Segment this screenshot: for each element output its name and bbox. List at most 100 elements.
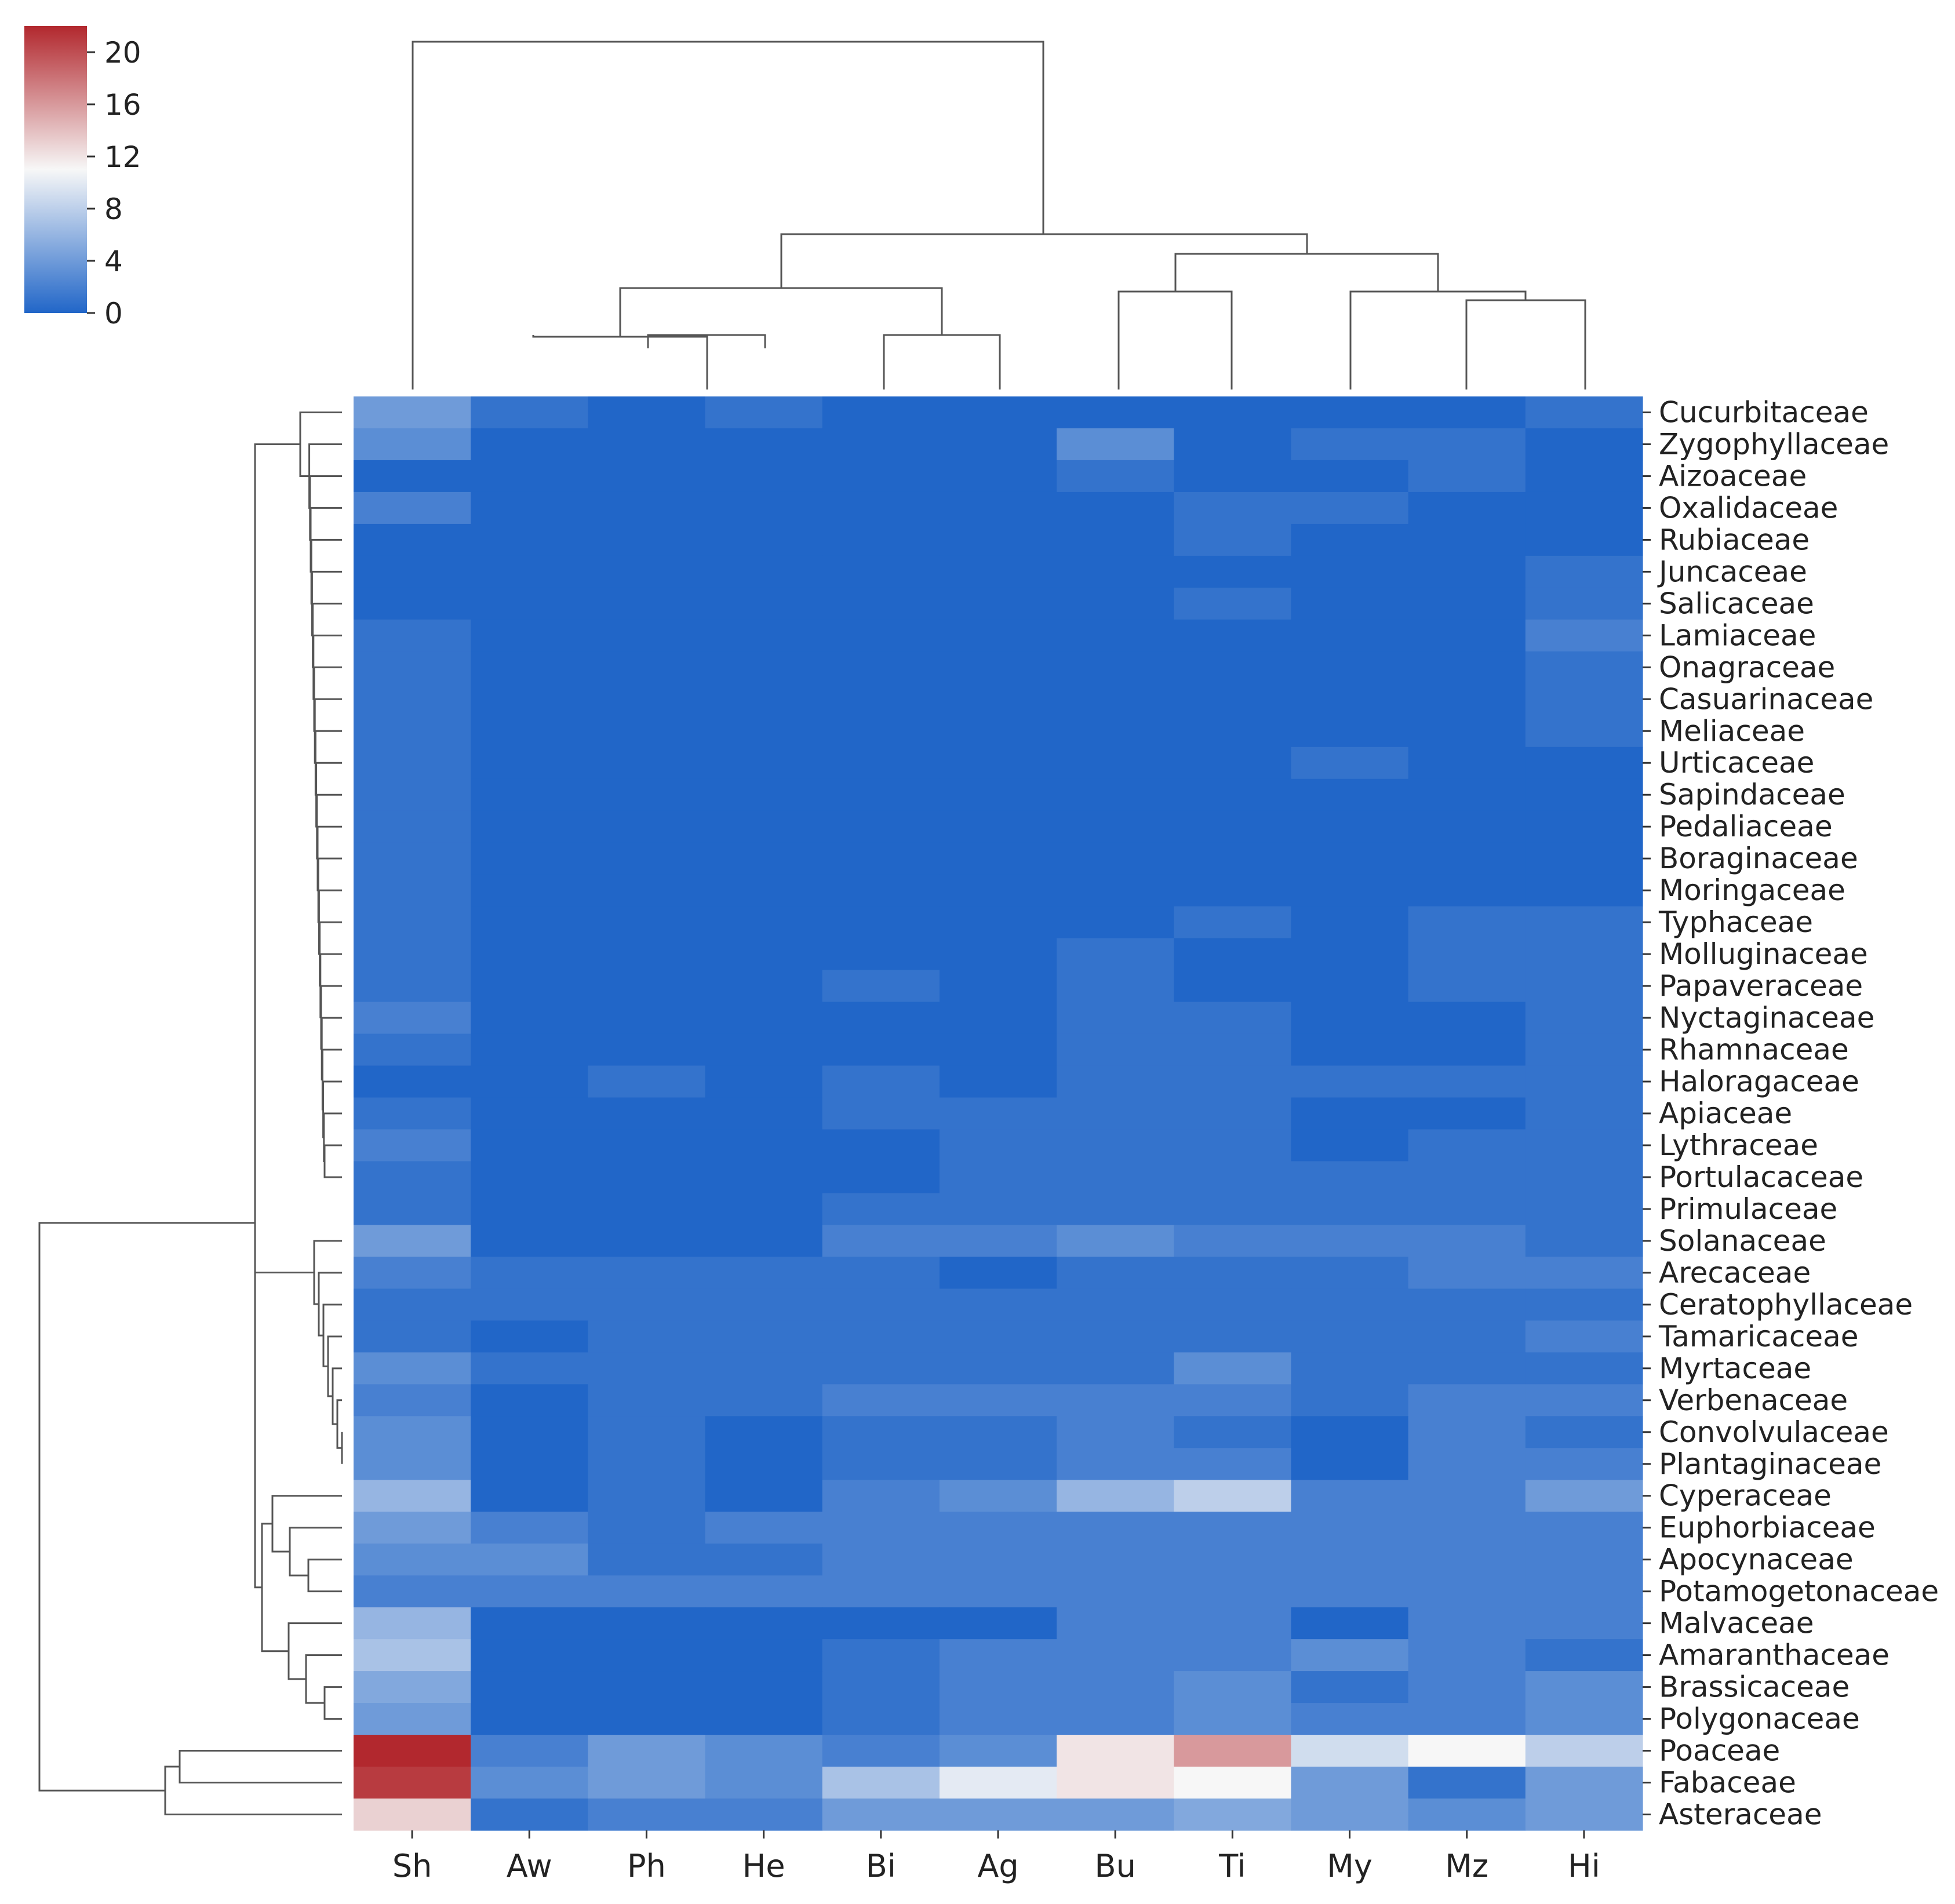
heatmap-cell	[471, 492, 588, 525]
heatmap-cell	[1408, 1512, 1526, 1544]
heatmap-cell	[822, 619, 940, 652]
heatmap-cell	[588, 1575, 706, 1608]
heatmap-cell	[939, 906, 1057, 939]
heatmap-cell	[822, 715, 940, 748]
row-label: Pedaliaceae	[1659, 810, 1833, 843]
heatmap-cell	[471, 1575, 588, 1608]
dendrogram-link	[532, 335, 708, 389]
heatmap-cell	[1057, 778, 1174, 811]
heatmap-cell	[705, 1257, 823, 1289]
heatmap-cell	[1408, 938, 1526, 971]
heatmap-cell	[939, 396, 1057, 429]
heatmap-cell	[1525, 523, 1643, 556]
row-label: Boraginaceae	[1659, 842, 1858, 875]
heatmap-cell	[1057, 1448, 1174, 1480]
heatmap-cell	[1174, 1288, 1292, 1321]
heatmap-cell	[939, 1193, 1057, 1226]
dendrogram-link	[647, 334, 766, 348]
heatmap-cell	[1291, 651, 1409, 684]
heatmap-cell	[1174, 1512, 1292, 1544]
heatmap-cell	[1174, 1384, 1292, 1417]
heatmap-cell	[705, 460, 823, 493]
heatmap-cell	[354, 1735, 471, 1767]
heatmap-cell	[588, 1065, 706, 1098]
heatmap-cell	[705, 1352, 823, 1385]
heatmap-cell	[1408, 778, 1526, 811]
heatmap-cell	[471, 938, 588, 971]
heatmap-cell	[1291, 587, 1409, 620]
row-label: Typhaceae	[1658, 905, 1813, 939]
heatmap-cell	[1525, 1352, 1643, 1385]
heatmap-cell	[1291, 1639, 1409, 1672]
heatmap-cell	[1525, 970, 1643, 1003]
heatmap-cell	[588, 587, 706, 620]
column-label: Ag	[977, 1848, 1018, 1884]
heatmap-cell	[471, 1799, 588, 1831]
heatmap-cell	[1408, 460, 1526, 493]
heatmap-cell	[1525, 1225, 1643, 1257]
heatmap-cell	[1408, 555, 1526, 588]
heatmap-cell	[1057, 1352, 1174, 1385]
heatmap-cell	[471, 1225, 588, 1257]
row-dendrogram	[38, 411, 343, 1816]
heatmap-cell	[939, 1129, 1057, 1162]
heatmap-cell	[939, 651, 1057, 684]
heatmap-cell	[354, 1767, 471, 1799]
heatmap-cell	[1291, 1129, 1409, 1162]
heatmap-cell	[354, 1799, 471, 1831]
row-label: Rubiaceae	[1659, 523, 1810, 556]
heatmap-cell	[471, 1448, 588, 1480]
heatmap-cell	[588, 523, 706, 556]
row-label: Solanaceae	[1659, 1224, 1826, 1258]
heatmap-cell	[1525, 1097, 1643, 1130]
row-label: Moringaceae	[1659, 873, 1845, 907]
heatmap-cell	[1408, 587, 1526, 620]
heatmap-cell	[1174, 1703, 1292, 1735]
heatmap-cell	[939, 1671, 1057, 1703]
row-label: Cucurbitaceae	[1659, 395, 1869, 429]
heatmap-cell	[1174, 460, 1292, 493]
heatmap-cell	[1291, 1671, 1409, 1703]
heatmap-cell	[1057, 1416, 1174, 1448]
heatmap-cell	[354, 1352, 471, 1385]
heatmap-cell	[471, 1607, 588, 1640]
heatmap-cell	[939, 1288, 1057, 1321]
heatmap-cell	[705, 1799, 823, 1831]
heatmap-cell	[1291, 1065, 1409, 1098]
heatmap-cell	[1174, 428, 1292, 461]
heatmap-cell	[1057, 1097, 1174, 1130]
heatmap-cell	[939, 1767, 1057, 1799]
heatmap-cell	[1408, 970, 1526, 1003]
heatmap-cell	[705, 396, 823, 429]
heatmap-cell	[471, 1480, 588, 1512]
dendrogram-link	[254, 443, 314, 1273]
heatmap-cell	[1291, 1512, 1409, 1544]
row-label: Nyctaginaceae	[1659, 1001, 1874, 1035]
heatmap-cell	[588, 1002, 706, 1035]
heatmap-cell	[705, 874, 823, 907]
heatmap-cell	[1408, 396, 1526, 429]
row-label: Sapindaceae	[1659, 778, 1845, 811]
heatmap-cell	[471, 1193, 588, 1226]
heatmap-cell	[822, 1767, 940, 1799]
heatmap-cell	[822, 523, 940, 556]
row-label: Plantaginaceae	[1659, 1447, 1881, 1481]
heatmap-cell	[1408, 715, 1526, 748]
heatmap-cell	[1408, 1225, 1526, 1257]
heatmap-cell	[1057, 747, 1174, 780]
heatmap-cell	[1174, 651, 1292, 684]
row-label: Myrtaceae	[1659, 1352, 1811, 1385]
heatmap-cell	[1291, 428, 1409, 461]
heatmap-cell	[354, 1002, 471, 1035]
heatmap-cell	[354, 1320, 471, 1353]
heatmap-cell	[705, 715, 823, 748]
heatmap-cell	[705, 1767, 823, 1799]
heatmap-cell	[471, 842, 588, 875]
heatmap-cell	[1057, 1671, 1174, 1703]
heatmap-cell	[1408, 1735, 1526, 1767]
heatmap-cell	[705, 651, 823, 684]
row-label: Cyperaceae	[1659, 1479, 1832, 1513]
heatmap-cell	[939, 492, 1057, 525]
row-label: Apiaceae	[1659, 1097, 1792, 1130]
heatmap-cell	[1525, 715, 1643, 748]
